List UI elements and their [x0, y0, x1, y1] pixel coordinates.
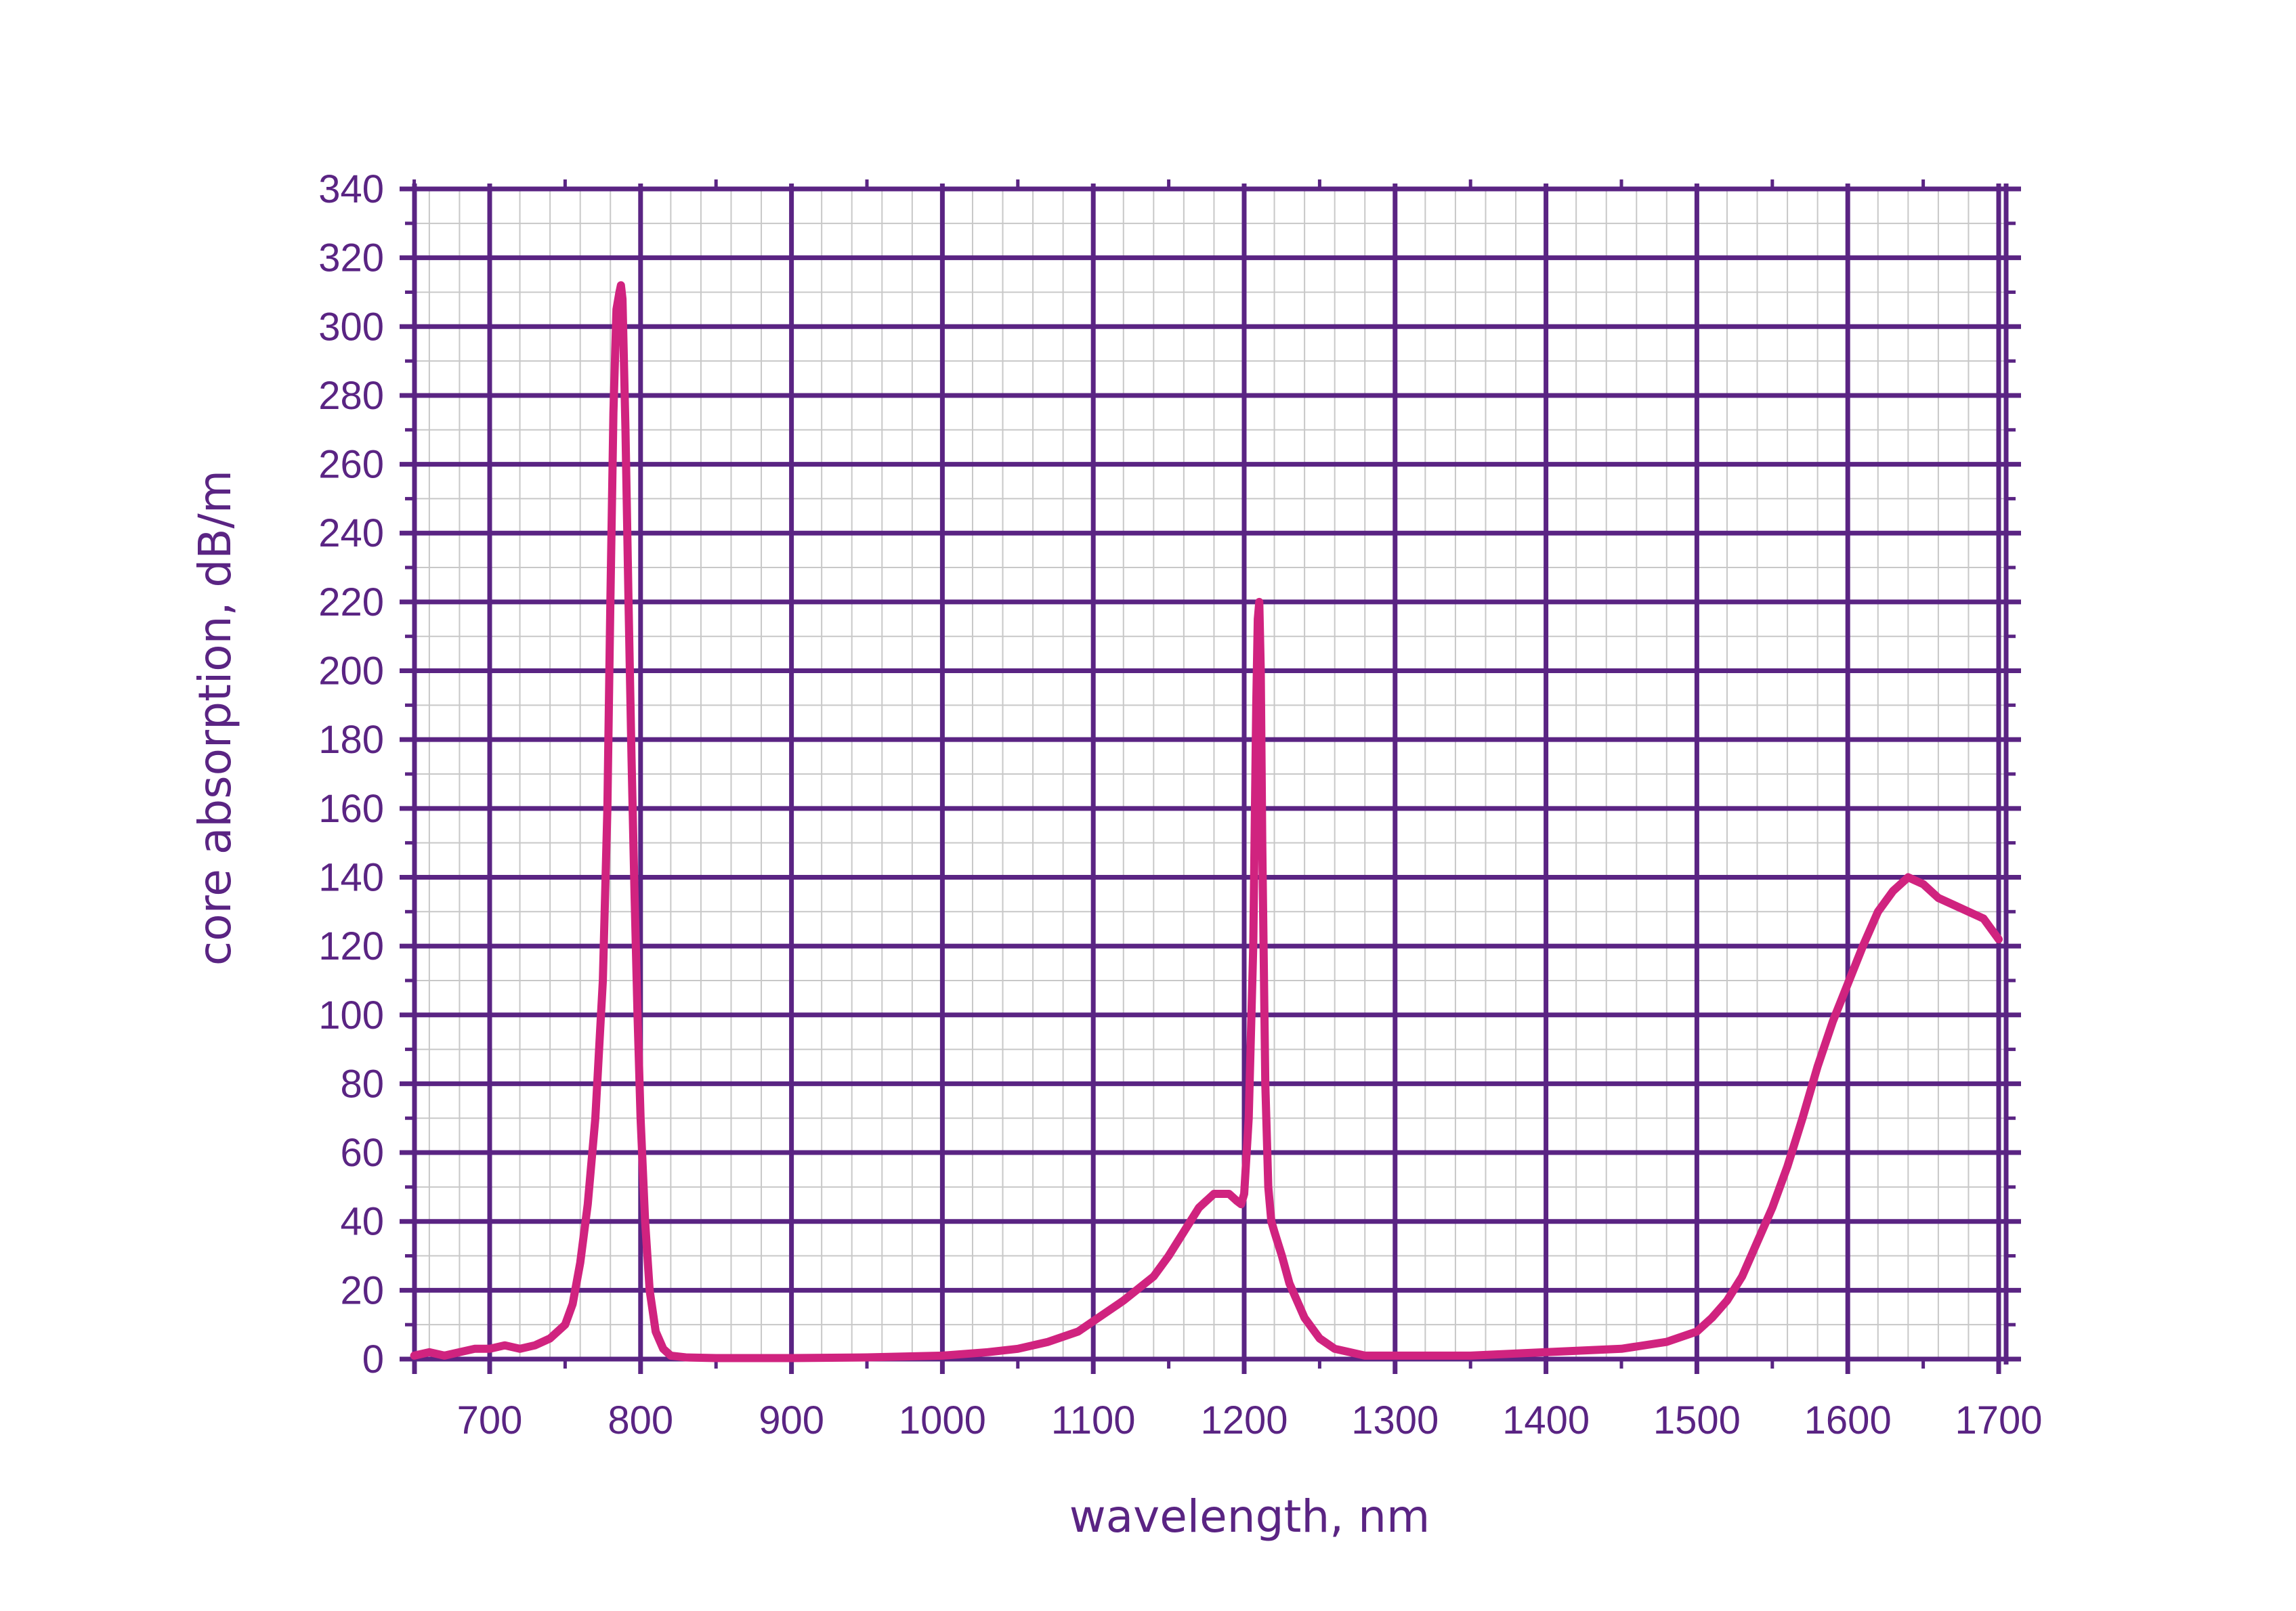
x-tick-label: 1700 — [1955, 1398, 2042, 1442]
y-axis-title: core absorption, dB/m — [189, 470, 241, 966]
x-tick-label: 1300 — [1351, 1398, 1439, 1442]
y-tick-label: 260 — [318, 443, 384, 487]
y-tick-label: 120 — [318, 924, 384, 968]
y-tick-label: 40 — [340, 1200, 384, 1244]
y-tick-labels: 0 20 40 60 80 100 120 140 160 180 200 220 240 260 280 3… — [318, 167, 384, 1381]
x-tick-label: 1500 — [1653, 1398, 1741, 1442]
x-tick-label: 800 — [608, 1398, 673, 1442]
axis-ticks — [405, 179, 2016, 1369]
y-tick-label: 220 — [318, 580, 384, 624]
x-axis-title: wavelength, nm — [1069, 1490, 1430, 1543]
series-layer — [410, 281, 2003, 1362]
minor-grid — [414, 189, 2006, 1359]
absorption-series-line — [410, 281, 2003, 1362]
y-tick-label: 140 — [318, 855, 384, 899]
y-tick-label: 0 — [362, 1337, 384, 1381]
y-tick-label: 240 — [318, 511, 384, 555]
y-tick-label: 60 — [340, 1131, 384, 1175]
x-tick-label: 1400 — [1502, 1398, 1590, 1442]
y-tick-label: 20 — [340, 1268, 384, 1312]
y-tick-label: 160 — [318, 787, 384, 831]
y-tick-label: 340 — [318, 167, 384, 211]
x-tick-label: 1000 — [899, 1398, 986, 1442]
y-tick-label: 180 — [318, 718, 384, 762]
y-tick-label: 100 — [318, 993, 384, 1037]
y-tick-label: 200 — [318, 649, 384, 693]
x-tick-label: 1100 — [1051, 1398, 1136, 1442]
x-tick-labels: 700 800 900 1000 1100 1200 1300 1400 1500 1600 170… — [457, 1398, 2043, 1442]
y-tick-label: 320 — [318, 236, 384, 280]
x-tick-label: 1600 — [1804, 1398, 1892, 1442]
y-tick-label: 300 — [318, 305, 384, 349]
y-tick-label: 280 — [318, 374, 384, 418]
x-tick-label: 900 — [759, 1398, 824, 1442]
y-tick-label: 80 — [340, 1062, 384, 1106]
x-tick-label: 1200 — [1200, 1398, 1288, 1442]
x-tick-label: 700 — [457, 1398, 523, 1442]
